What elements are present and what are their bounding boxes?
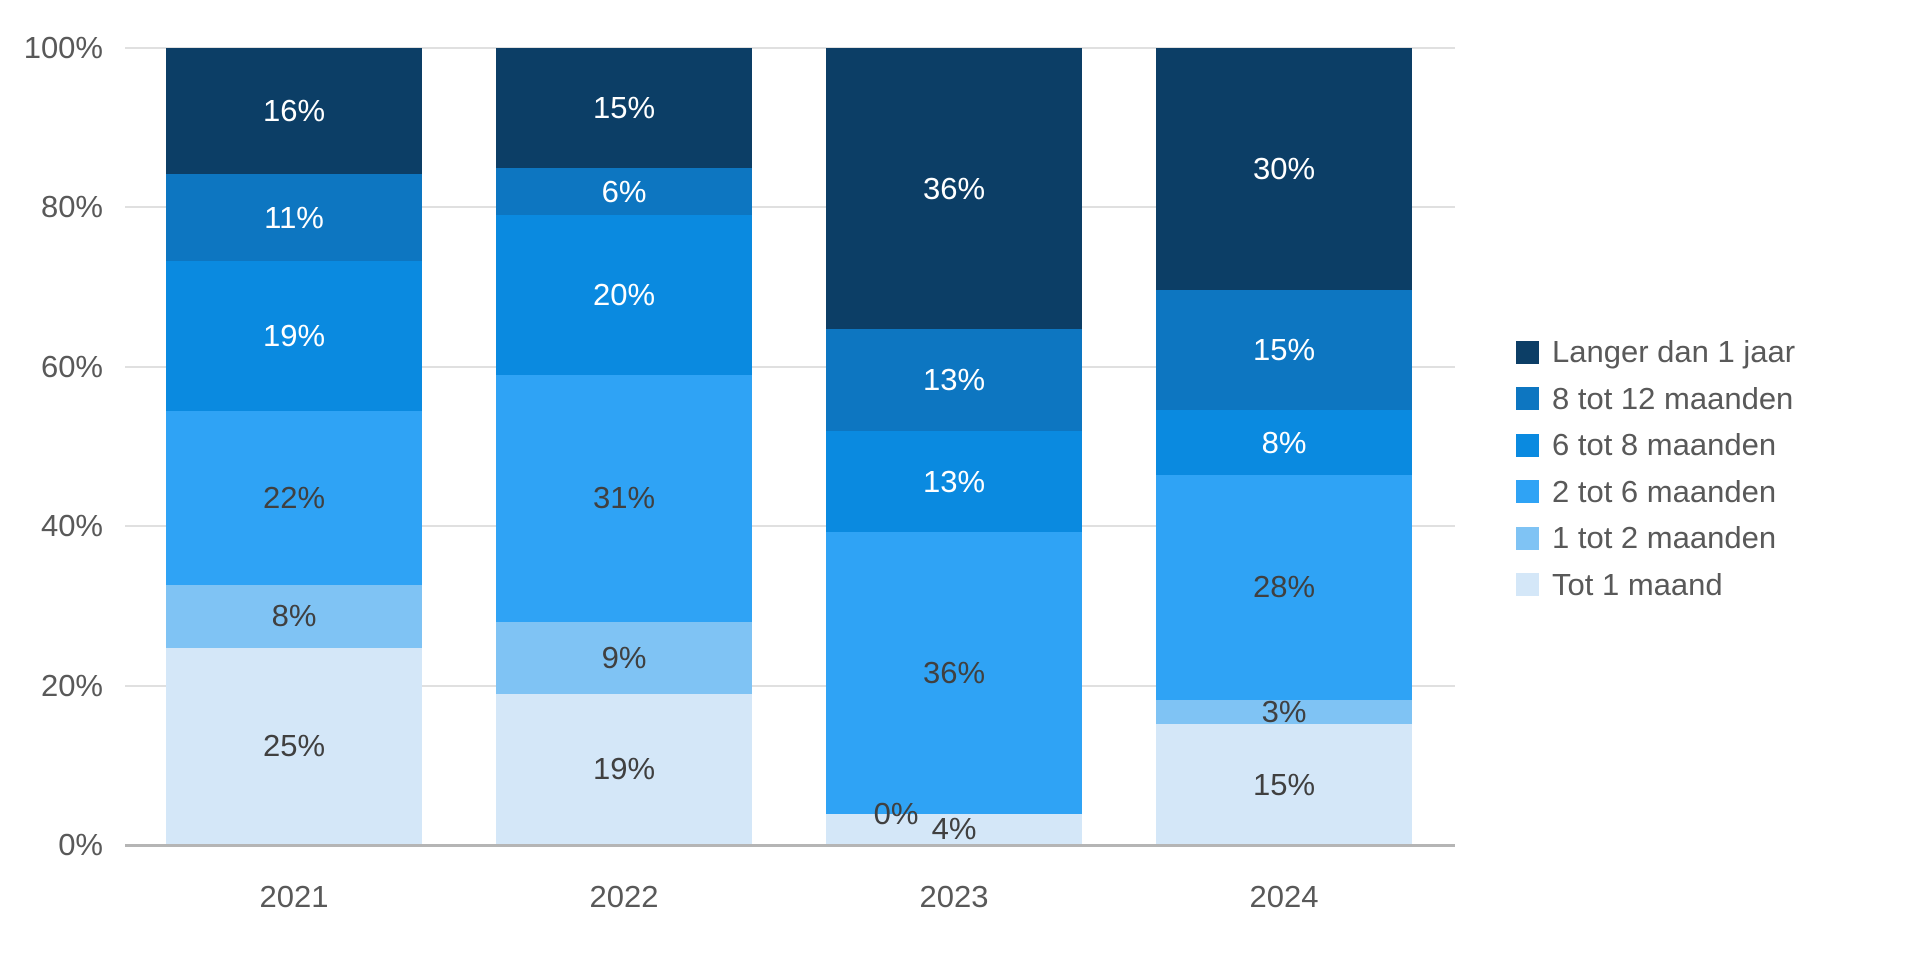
data-label: 8% bbox=[1261, 424, 1307, 460]
data-label: 15% bbox=[1252, 766, 1316, 802]
data-label: 15% bbox=[592, 89, 656, 125]
gridline bbox=[125, 47, 1455, 49]
legend-swatch bbox=[1516, 433, 1539, 457]
data-label: 6% bbox=[601, 173, 647, 209]
bar-segment: 11% bbox=[166, 174, 422, 262]
gridline bbox=[125, 684, 1455, 687]
legend-swatch bbox=[1516, 340, 1539, 364]
y-axis-tick-label: 20% bbox=[40, 667, 103, 703]
data-label: 28% bbox=[1252, 569, 1316, 605]
plot-area: 0% 20% 40% 60% 80% 100% 2021 25% 8% 22% 19% 11% 16% 2… bbox=[24, 30, 1455, 914]
bar-segment: 36% bbox=[826, 48, 1082, 330]
legend-label: 2 tot 6 maanden bbox=[1552, 473, 1777, 509]
bar-segment: 22% bbox=[166, 411, 422, 585]
legend-swatch bbox=[1516, 526, 1539, 550]
legend-swatch bbox=[1516, 573, 1539, 597]
bar-segment: 31% bbox=[496, 374, 752, 622]
x-axis-label: 2021 bbox=[259, 879, 329, 914]
bar-2021: 25% 8% 22% 19% 11% 16% bbox=[166, 48, 422, 845]
bar-segment: 36% bbox=[826, 532, 1082, 814]
legend-swatch bbox=[1516, 387, 1539, 411]
data-label: 25% bbox=[262, 728, 326, 764]
legend-item: 6 tot 8 maanden bbox=[1516, 422, 1795, 469]
bar-segment: 3% bbox=[1156, 694, 1412, 729]
data-label: 31% bbox=[592, 480, 656, 516]
legend-label: 6 tot 8 maanden bbox=[1552, 427, 1777, 463]
bar-segment: 15% bbox=[1156, 724, 1412, 845]
data-label: 20% bbox=[592, 277, 656, 313]
legend-label: Langer dan 1 jaar bbox=[1552, 334, 1796, 370]
bar-segment: 8% bbox=[166, 584, 422, 648]
bar-segment: 19% bbox=[166, 261, 422, 412]
y-axis-tick-label: 60% bbox=[40, 348, 103, 384]
data-label-zero: 0% bbox=[873, 795, 919, 831]
data-label: 36% bbox=[922, 170, 986, 206]
legend-item: 8 tot 12 maanden bbox=[1516, 376, 1795, 423]
bar-segment: 13% bbox=[826, 430, 1082, 533]
data-label: 13% bbox=[922, 362, 986, 398]
bar-segment: 13% bbox=[826, 329, 1082, 431]
legend-item: Tot 1 maand bbox=[1516, 562, 1795, 609]
bar-segment: 16% bbox=[166, 48, 422, 175]
x-axis-label: 2023 bbox=[919, 879, 989, 914]
data-label: 19% bbox=[592, 751, 656, 787]
gridline bbox=[125, 525, 1455, 528]
bar-segment: 15% bbox=[1156, 289, 1412, 411]
x-axis-label: 2024 bbox=[1249, 879, 1319, 914]
data-label: 22% bbox=[262, 479, 326, 515]
bar-segment: 19% bbox=[496, 693, 752, 845]
data-label: 9% bbox=[601, 639, 647, 675]
legend-item: Langer dan 1 jaar bbox=[1516, 329, 1795, 376]
x-axis-line bbox=[125, 844, 1455, 847]
data-label: 13% bbox=[922, 463, 986, 499]
bar-segment: 6% bbox=[496, 167, 752, 216]
gridline bbox=[125, 365, 1455, 368]
y-axis-tick-label: 100% bbox=[23, 30, 103, 65]
y-axis-tick-label: 80% bbox=[40, 189, 103, 225]
data-label: 3% bbox=[1261, 694, 1307, 730]
legend-label: Tot 1 maand bbox=[1552, 566, 1723, 602]
x-axis-label: 2022 bbox=[589, 879, 659, 914]
bar-segment: 15% bbox=[496, 48, 752, 168]
legend-label: 1 tot 2 maanden bbox=[1552, 520, 1777, 556]
legend-label: 8 tot 12 maanden bbox=[1552, 380, 1794, 416]
bar-segment: 20% bbox=[496, 215, 752, 375]
bar-segment: 30% bbox=[1156, 48, 1412, 290]
bar-segment: 25% bbox=[166, 647, 422, 845]
data-label: 19% bbox=[262, 318, 326, 354]
y-axis-tick-label: 0% bbox=[58, 827, 103, 862]
legend-item: 1 tot 2 maanden bbox=[1516, 515, 1795, 562]
bar-2023: 4% 0% 36% 13% 13% 36% bbox=[826, 48, 1082, 847]
gridline bbox=[125, 206, 1455, 209]
bar-2024: 15% 3% 28% 8% 15% 30% bbox=[1156, 48, 1412, 845]
data-label: 16% bbox=[262, 93, 326, 129]
data-label: 15% bbox=[1252, 331, 1316, 367]
data-label: 36% bbox=[922, 655, 986, 691]
legend-swatch bbox=[1516, 480, 1539, 504]
legend: Langer dan 1 jaar 8 tot 12 maanden 6 tot 8… bbox=[1516, 329, 1795, 608]
bar-2022: 19% 9% 31% 20% 6% 15% bbox=[496, 48, 752, 845]
data-label: 30% bbox=[1252, 150, 1316, 186]
bar-segment: 4% bbox=[826, 811, 1082, 847]
bar-segment: 28% bbox=[1156, 474, 1412, 701]
legend-item: 2 tot 6 maanden bbox=[1516, 469, 1795, 516]
bar-segment: 9% bbox=[496, 621, 752, 694]
bar-segment: 8% bbox=[1156, 410, 1412, 475]
data-label: 4% bbox=[931, 811, 977, 847]
data-label: 11% bbox=[264, 199, 324, 235]
y-axis-tick-label: 40% bbox=[40, 508, 103, 544]
data-label: 8% bbox=[271, 598, 317, 634]
